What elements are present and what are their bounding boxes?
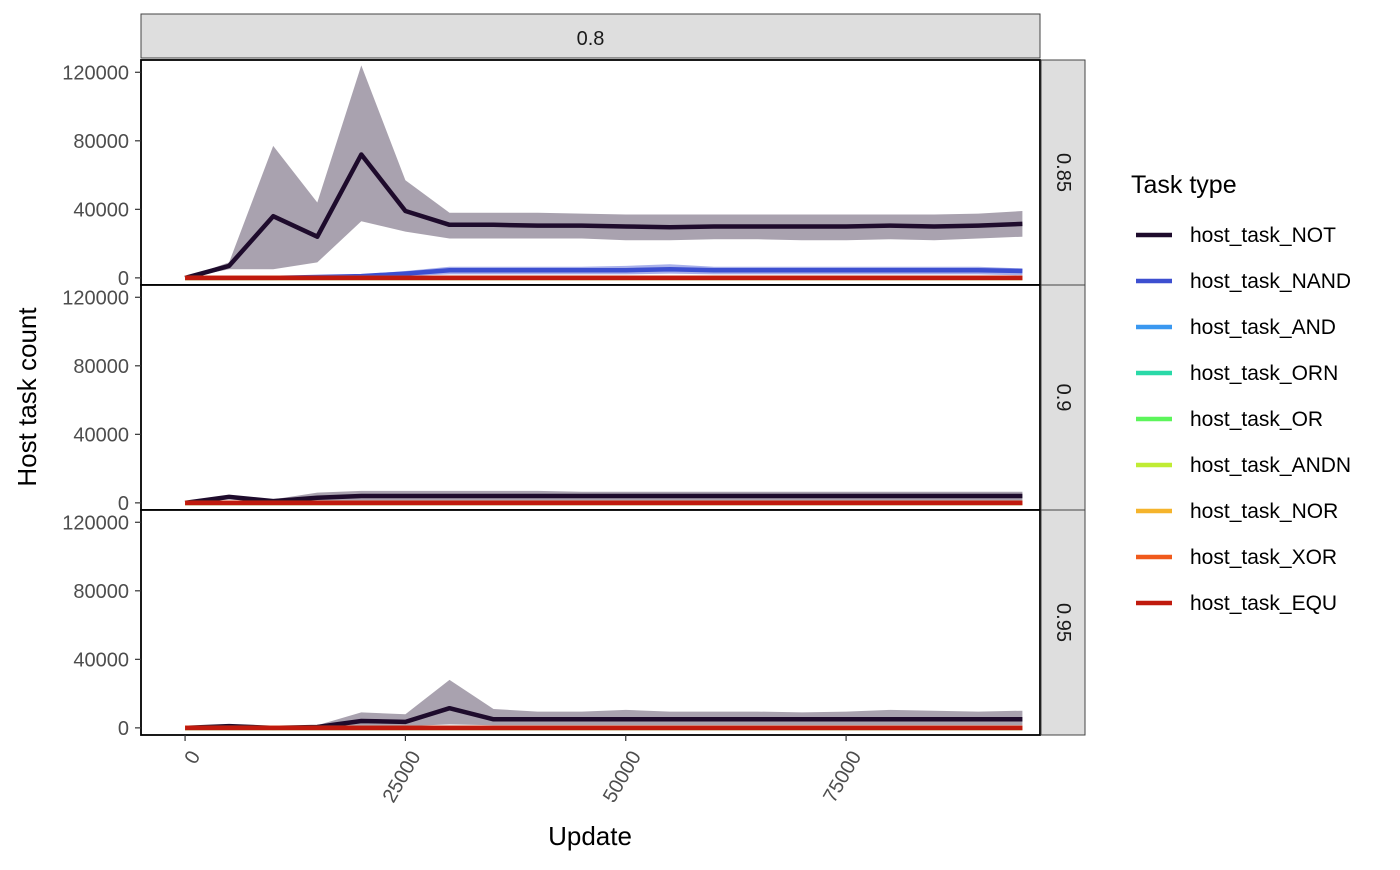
row-strip [1040, 509, 1086, 736]
y-tick-label: 120000 [62, 512, 129, 534]
legend-label: host_task_NOR [1190, 500, 1338, 523]
legend-label: host_task_ANDN [1190, 454, 1351, 477]
x-tick-label: 75000 [819, 747, 866, 806]
y-axis-title: Host task count [12, 307, 42, 487]
legend-label: host_task_NOT [1190, 224, 1336, 247]
y-tick-label: 80000 [73, 356, 129, 378]
facet-panel-0.95: 0.95 [140, 509, 1086, 736]
y-tick-label: 80000 [73, 131, 129, 153]
y-tick-label: 40000 [73, 424, 129, 446]
x-axis-title: Update [548, 821, 632, 851]
legend: Task type host_task_NOT host_task_NANDhos… [1131, 171, 1351, 615]
legend-item-host_task_XOR: host_task_XOR [1136, 546, 1337, 569]
column-strip [140, 13, 1041, 59]
legend-label: host_task_XOR [1190, 546, 1337, 569]
legend-label: host_task_OR [1190, 408, 1323, 431]
x-tick-label: 50000 [599, 747, 646, 806]
legend-label: host_task_NAND [1190, 270, 1351, 293]
row-strip-label: 0.9 [1052, 384, 1074, 412]
y-tick-label: 120000 [62, 62, 129, 84]
legend-label: host_task_EQU [1190, 592, 1337, 615]
y-tick-label: 80000 [73, 581, 129, 603]
legend-item-host_task_ORN: host_task_ORN [1136, 362, 1338, 385]
facet-panel-0.9: 0.9 [140, 284, 1086, 511]
row-strip [1040, 284, 1086, 511]
legend-item-host_task_OR: host_task_OR [1136, 408, 1323, 431]
row-strip [1040, 59, 1086, 286]
y-tick-label: 0 [118, 718, 129, 740]
panel-border [140, 509, 1041, 736]
series-line-host_task_NOT [184, 152, 1023, 281]
legend-item-host_task_NAND: host_task_NAND [1136, 270, 1351, 293]
y-tick-label: 0 [118, 493, 129, 515]
row-strip-label: 0.95 [1052, 603, 1074, 642]
series-line-host_task_NOT [184, 493, 1023, 506]
panel-background [141, 510, 1040, 735]
legend-item-host_task_EQU: host_task_EQU [1136, 592, 1337, 615]
legend-title: Task type [1131, 171, 1237, 199]
x-tick-label: 25000 [379, 747, 426, 806]
y-tick-label: 40000 [73, 199, 129, 221]
ribbon-host_task_NOT [185, 679, 1023, 728]
legend-label: host_task_ORN [1190, 362, 1338, 385]
y-tick-label: 40000 [73, 649, 129, 671]
legend-item-host_task_NOR: host_task_NOR [1136, 500, 1338, 523]
row-strip-label: 0.85 [1052, 153, 1074, 192]
legend-item-host_task_AND: host_task_AND [1136, 316, 1336, 339]
y-tick-label: 120000 [62, 287, 129, 309]
column-strip-label: 0.8 [577, 28, 605, 50]
panel-background [141, 60, 1040, 285]
legend-item-host_task_NOT: host_task_NOT [1136, 224, 1336, 247]
y-tick-label: 0 [118, 268, 129, 290]
panel-background [141, 285, 1040, 510]
legend-label: host_task_AND [1190, 316, 1336, 339]
legend-item-host_task_ANDN: host_task_ANDN [1136, 454, 1351, 477]
x-tick-label: 0 [181, 747, 206, 768]
facet-panel-0.85: 0.85 [140, 59, 1086, 286]
